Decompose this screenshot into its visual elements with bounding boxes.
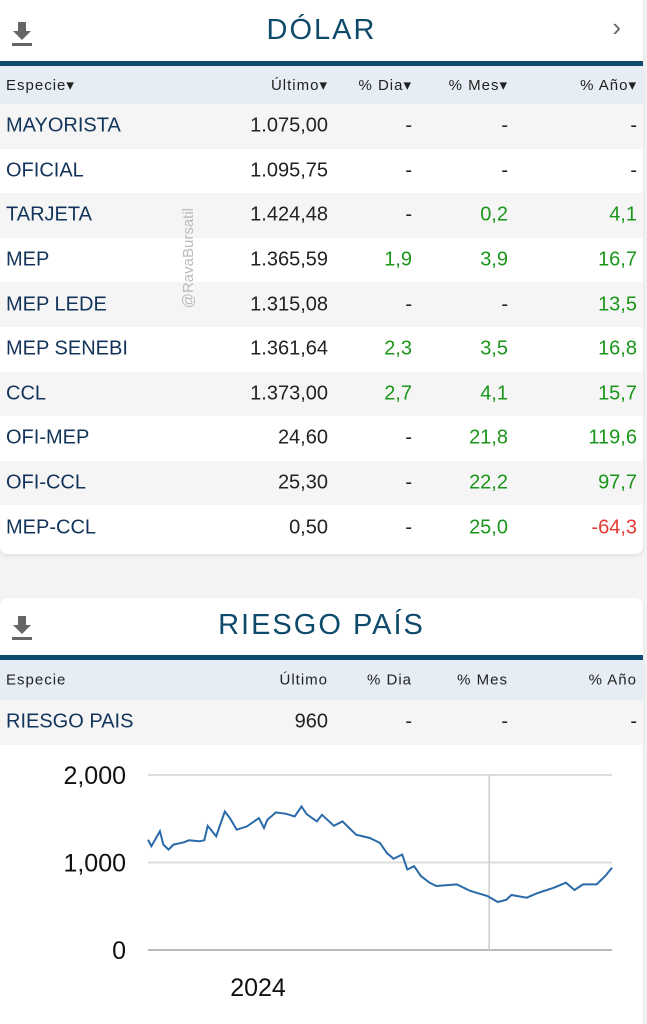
cell-ultimo: 0,50	[289, 516, 328, 539]
riesgo-card: RIESGO PAÍS Especie Último % Dia % Mes %…	[0, 598, 643, 1024]
cell-ano: -	[630, 710, 637, 733]
riesgo-chart: 0 1,000 2,000 2024	[63, 762, 613, 1002]
table-row[interactable]: OFICIAL 1.095,75 - - -	[0, 149, 643, 194]
col-especie: Especie	[6, 671, 67, 689]
table-row[interactable]: MEP SENEBI 1.361,64 2,3 3,5 16,8	[0, 327, 643, 372]
cell-dia: -	[405, 114, 412, 137]
cell-ano: 4,1	[609, 203, 637, 226]
cell-dia: -	[405, 471, 412, 494]
col-ano: % Año	[588, 671, 637, 689]
dolar-title: DÓLAR	[266, 14, 377, 46]
cell-especie: MEP SENEBI	[6, 337, 128, 360]
download-icon[interactable]	[10, 614, 34, 640]
cell-mes: 0,2	[480, 203, 508, 226]
cell-ultimo: 1.315,08	[250, 293, 328, 316]
cell-dia: -	[405, 203, 412, 226]
table-row[interactable]: MEP-CCL 0,50 - 25,0 -64,3	[0, 505, 643, 550]
cell-ultimo: 24,60	[277, 426, 328, 449]
x-tick-label: 2024	[230, 974, 286, 1002]
cell-mes: -	[501, 293, 508, 316]
dolar-table-header: Especie▾ Último▾ % Dia▾ % Mes▾ % Año▾	[0, 66, 643, 104]
col-dia: % Dia	[366, 671, 412, 689]
cell-especie: OFI-CCL	[6, 471, 86, 494]
col-ultimo: Último	[279, 671, 328, 689]
riesgo-table-body: RIESGO PAIS 960 - - -	[0, 700, 643, 745]
dolar-table-body: MAYORISTA 1.075,00- - - OFICIAL 1.095,75- - - TA…	[0, 104, 643, 550]
watermark: @RavaBursatil	[180, 208, 197, 309]
cell-ultimo: 1.075,00	[250, 114, 328, 137]
cell-ultimo: 960	[294, 710, 328, 733]
y-tick-label: 1,000	[63, 850, 126, 878]
cell-ano: -	[630, 114, 637, 137]
cell-dia: 2,3	[384, 337, 412, 360]
download-icon[interactable]	[10, 20, 34, 46]
cell-especie: TARJETA	[6, 203, 92, 226]
cell-ano: 16,8	[598, 337, 637, 360]
col-ano[interactable]: % Año▾	[580, 77, 637, 94]
cell-dia: -	[405, 426, 412, 449]
cell-especie: MAYORISTA	[6, 114, 121, 137]
cell-ultimo: 1.361,64	[250, 337, 328, 360]
table-row[interactable]: MAYORISTA 1.075,00 - - -	[0, 104, 643, 149]
cell-ano: 97,7	[598, 471, 637, 494]
y-tick-label: 0	[112, 937, 126, 965]
cell-dia: 2,7	[384, 382, 412, 405]
cell-mes: 21,8	[469, 426, 508, 449]
cell-ano: 119,6	[588, 426, 637, 449]
table-row[interactable]: RIESGO PAIS 960 - - -	[0, 700, 643, 745]
cell-mes: -	[501, 114, 508, 137]
cell-especie: CCL	[6, 382, 47, 405]
riesgo-title: RIESGO PAÍS	[218, 609, 425, 641]
table-row[interactable]: MEP LEDE 1.315,08 - - 13,5	[0, 282, 643, 327]
cell-mes: 4,1	[480, 382, 508, 405]
cell-especie: OFI-MEP	[6, 426, 90, 449]
cell-mes: 3,5	[480, 337, 508, 360]
table-row[interactable]: TARJETA 1.424,48 - 0,2 4,1	[0, 193, 643, 238]
cell-ultimo: 25,30	[277, 471, 328, 494]
cell-ano: -	[630, 159, 637, 182]
cell-ultimo: 1.424,48	[250, 203, 328, 226]
col-mes: % Mes	[457, 671, 508, 689]
cell-ano: 15,7	[598, 382, 637, 405]
riesgo-header: RIESGO PAÍS	[0, 598, 643, 660]
table-row[interactable]: OFI-MEP 24,60 - 21,8 119,6	[0, 416, 643, 461]
cell-especie: OFICIAL	[6, 159, 84, 182]
table-row[interactable]: MEP 1.365,59 1,9 3,9 16,7	[0, 238, 643, 283]
riesgo-table-header: Especie Último % Dia % Mes % Año	[0, 660, 643, 700]
col-mes[interactable]: % Mes▾	[448, 77, 508, 94]
cell-especie: MEP LEDE	[6, 293, 107, 316]
y-tick-label: 2,000	[63, 762, 126, 790]
cell-mes: 22,2	[469, 471, 508, 494]
table-row[interactable]: CCL 1.373,00 2,7 4,1 15,7	[0, 371, 643, 417]
cell-especie: MEP-CCL	[6, 516, 97, 539]
cell-mes: -	[501, 159, 508, 182]
cell-mes: 3,9	[480, 248, 508, 271]
cell-dia: -	[405, 159, 412, 182]
series-line	[147, 804, 613, 904]
cell-ultimo: 1.373,00	[250, 382, 328, 405]
col-dia[interactable]: % Dia▾	[358, 77, 412, 94]
dolar-card: DÓLAR › Especie▾ Último▾ % Dia▾ % Mes▾ %…	[0, 0, 643, 554]
cell-dia: -	[405, 710, 412, 733]
cell-dia: -	[405, 516, 412, 539]
chevron-right-icon[interactable]: ›	[612, 12, 621, 42]
cell-mes: -	[501, 710, 508, 733]
cell-ano: 13,5	[598, 293, 637, 316]
cell-especie: RIESGO PAIS	[6, 710, 134, 733]
cell-ano: 16,7	[598, 248, 637, 271]
cell-mes: 25,0	[469, 516, 508, 539]
cell-ano: -64,3	[591, 516, 637, 539]
col-especie[interactable]: Especie▾	[6, 77, 75, 94]
cell-ultimo: 1.365,59	[250, 248, 328, 271]
cell-dia: -	[405, 293, 412, 316]
cell-especie: MEP	[6, 248, 50, 271]
cell-dia: 1,9	[384, 248, 412, 271]
col-ultimo[interactable]: Último▾	[270, 77, 328, 94]
cell-ultimo: 1.095,75	[250, 159, 328, 182]
dolar-header: DÓLAR ›	[0, 0, 643, 66]
table-row[interactable]: OFI-CCL 25,30 - 22,2 97,7	[0, 460, 643, 506]
